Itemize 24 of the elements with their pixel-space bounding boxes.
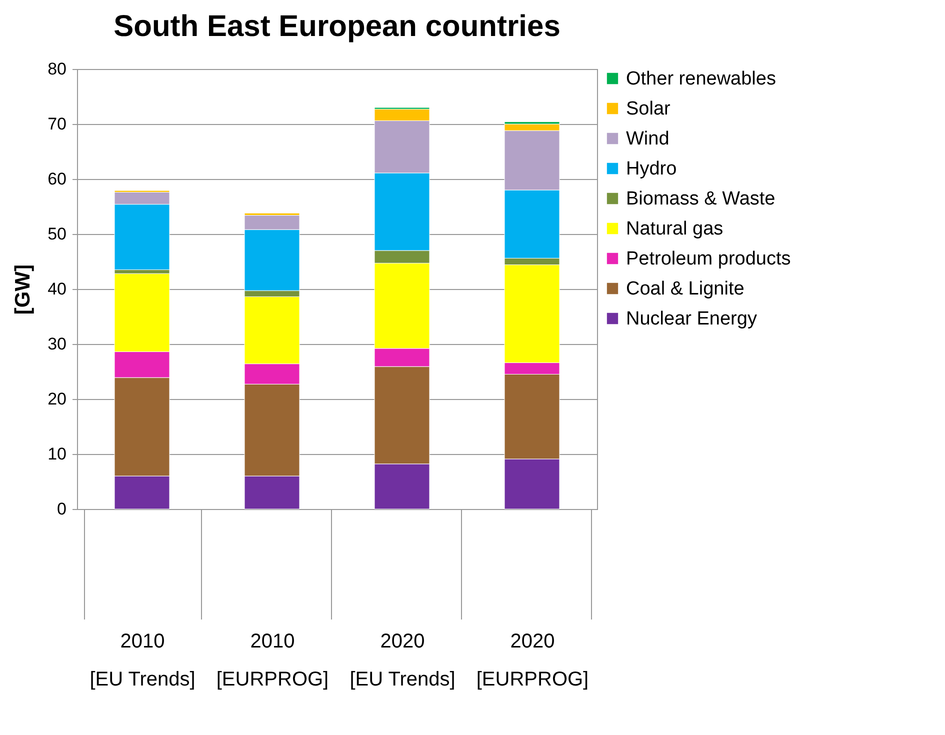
y-tick-label: 50 (48, 224, 66, 244)
x-tick-label: 2020 [EURPROG] (476, 630, 589, 690)
y-tick-label: 0 (57, 500, 66, 518)
y-axis-title: [GW] (12, 264, 35, 315)
legend-label: Petroleum products (626, 248, 791, 270)
x-tick-label: 2010 [EURPROG] (216, 630, 329, 690)
x-tick-label: 2010 [EU Trends] (90, 630, 196, 690)
y-tick-label: 40 (48, 280, 66, 298)
y-tick-label: 30 (48, 334, 66, 354)
legend-label: Natural gas (626, 218, 724, 240)
y-tick-label: 70 (48, 114, 66, 134)
legend-label: Coal & Lignite (626, 278, 744, 300)
y-tick-label: 80 (48, 60, 66, 78)
y-tick-label: 20 (48, 390, 66, 408)
x-tick-label: 2020 [EU Trends] (350, 630, 456, 690)
legend-label: Other renewables (626, 68, 776, 90)
legend-label: Wind (626, 128, 670, 150)
legend-label: Biomass & Waste (626, 188, 776, 210)
chart-title: South East European countries (114, 10, 560, 43)
legend-label: Solar (626, 98, 672, 120)
y-tick-label: 10 (48, 444, 66, 464)
legend-label: Hydro (626, 158, 677, 180)
legend-label: Nuclear Energy (626, 308, 758, 330)
y-tick-label: 60 (48, 170, 66, 188)
